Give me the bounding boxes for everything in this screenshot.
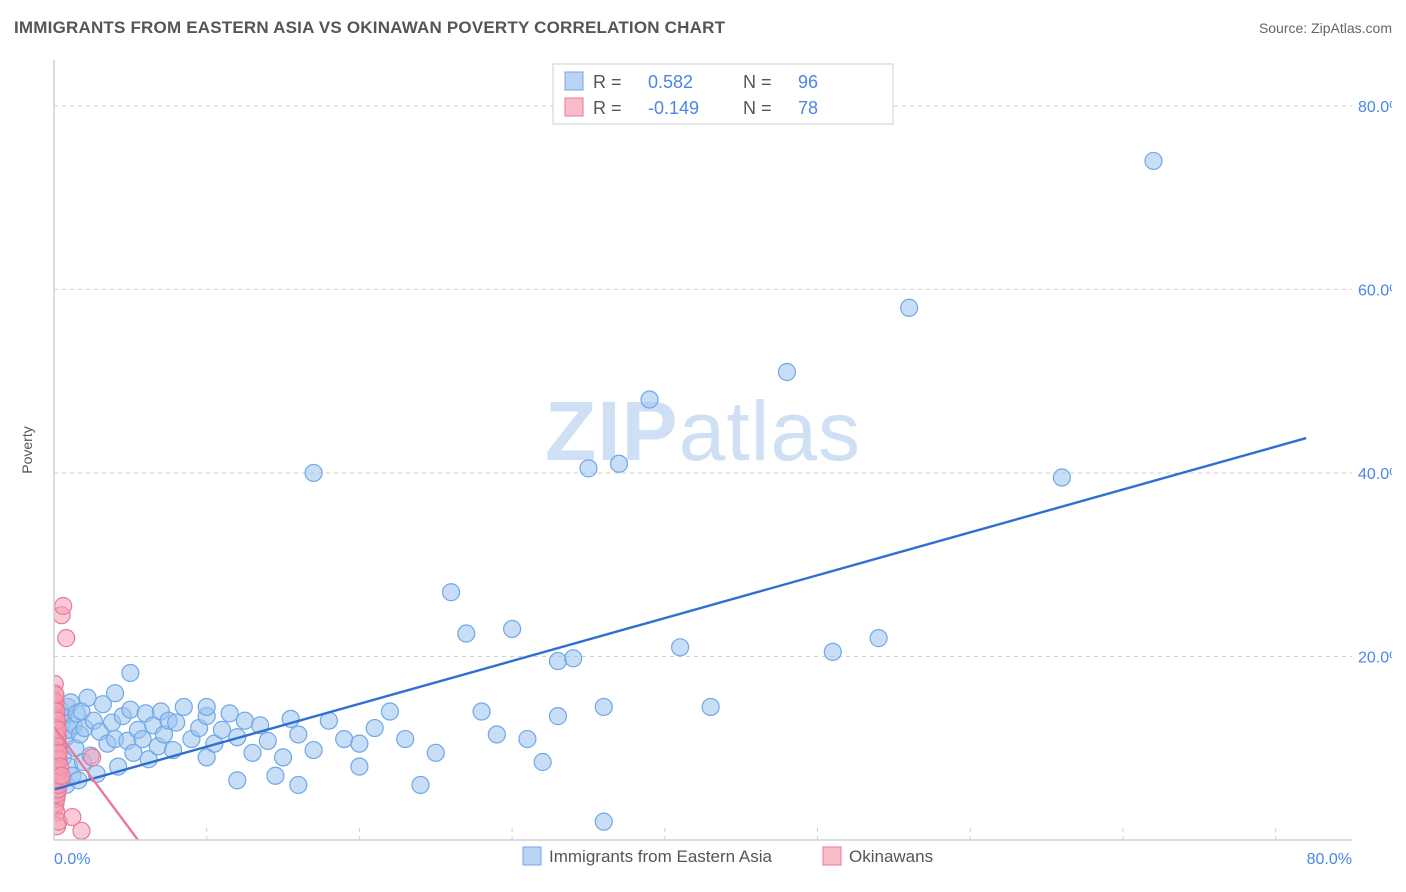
data-point: [84, 749, 101, 766]
data-point: [611, 455, 628, 472]
source-attribution: Source: ZipAtlas.com: [1259, 20, 1392, 36]
data-point: [229, 772, 246, 789]
data-point: [351, 758, 368, 775]
data-point: [49, 721, 66, 738]
trend-line-blue: [54, 438, 1306, 789]
legend-swatch: [523, 847, 541, 865]
data-point: [290, 776, 307, 793]
data-point: [244, 744, 261, 761]
data-point: [122, 664, 139, 681]
data-point: [443, 584, 460, 601]
legend-swatch: [823, 847, 841, 865]
data-point: [267, 767, 284, 784]
data-point: [458, 625, 475, 642]
y-tick-label: 80.0%: [1358, 99, 1392, 116]
data-point: [213, 721, 230, 738]
source-label: Source:: [1259, 20, 1307, 36]
data-point: [824, 643, 841, 660]
data-point: [595, 813, 612, 830]
chart-title: IMMIGRANTS FROM EASTERN ASIA VS OKINAWAN…: [14, 18, 725, 38]
data-point: [122, 701, 139, 718]
chart-svg: 20.0%40.0%60.0%80.0%ZIPatlasPoverty0.0%8…: [14, 50, 1392, 880]
data-point: [549, 653, 566, 670]
y-axis-label: Poverty: [19, 426, 35, 473]
legend-r-label: R =: [593, 98, 622, 118]
data-point: [366, 720, 383, 737]
data-point: [351, 735, 368, 752]
data-point: [79, 689, 96, 706]
scatter-chart: 20.0%40.0%60.0%80.0%ZIPatlasPoverty0.0%8…: [14, 50, 1392, 880]
data-point: [397, 731, 414, 748]
data-point: [672, 639, 689, 656]
x-tick-label-left: 0.0%: [54, 851, 90, 868]
data-point: [534, 754, 551, 771]
data-point: [1053, 469, 1070, 486]
chart-header: IMMIGRANTS FROM EASTERN ASIA VS OKINAWAN…: [14, 18, 1392, 38]
data-point: [198, 698, 215, 715]
data-point: [305, 742, 322, 759]
data-point: [519, 731, 536, 748]
data-point: [565, 650, 582, 667]
legend-swatch: [565, 98, 583, 116]
data-point: [488, 726, 505, 743]
data-point: [73, 822, 90, 839]
y-tick-label: 60.0%: [1358, 282, 1392, 299]
data-point: [504, 620, 521, 637]
legend-r-value: 0.582: [648, 72, 693, 92]
data-point: [305, 464, 322, 481]
source-link[interactable]: ZipAtlas.com: [1311, 20, 1392, 36]
data-point: [336, 731, 353, 748]
y-tick-label: 40.0%: [1358, 466, 1392, 483]
data-point: [290, 726, 307, 743]
data-point: [236, 712, 253, 729]
data-point: [134, 731, 151, 748]
data-point: [58, 630, 75, 647]
data-point: [778, 364, 795, 381]
data-point: [175, 698, 192, 715]
data-point: [427, 744, 444, 761]
legend-swatch: [565, 72, 583, 90]
data-point: [870, 630, 887, 647]
data-point: [702, 698, 719, 715]
data-point: [259, 732, 276, 749]
data-point: [55, 598, 72, 615]
legend-n-label: N =: [743, 72, 772, 92]
data-point: [53, 767, 70, 784]
data-point: [580, 460, 597, 477]
data-point: [641, 391, 658, 408]
y-tick-label: 20.0%: [1358, 649, 1392, 666]
series-eastern-asia: [52, 152, 1162, 830]
data-point: [595, 698, 612, 715]
legend-label: Immigrants from Eastern Asia: [549, 847, 773, 866]
data-point: [549, 708, 566, 725]
data-point: [473, 703, 490, 720]
data-point: [221, 705, 238, 722]
bottom-legend: Immigrants from Eastern Asia Okinawans: [523, 847, 933, 866]
legend-n-value: 78: [798, 98, 818, 118]
data-point: [168, 714, 185, 731]
legend-n-label: N =: [743, 98, 772, 118]
data-point: [107, 685, 124, 702]
data-point: [901, 299, 918, 316]
data-point: [1145, 152, 1162, 169]
legend-r-label: R =: [593, 72, 622, 92]
data-point: [275, 749, 292, 766]
data-point: [381, 703, 398, 720]
data-point: [412, 776, 429, 793]
legend-r-value: -0.149: [648, 98, 699, 118]
legend-n-value: 96: [798, 72, 818, 92]
x-tick-label-right: 80.0%: [1307, 851, 1352, 868]
legend-label: Okinawans: [849, 847, 933, 866]
data-point: [47, 687, 64, 704]
